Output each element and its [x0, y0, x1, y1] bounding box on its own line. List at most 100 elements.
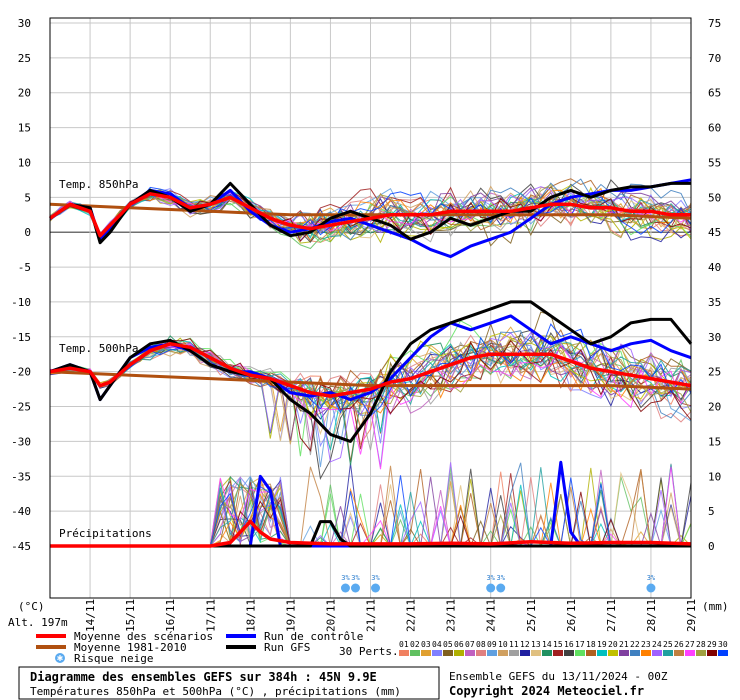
snow-risk-label: 3% [486, 574, 495, 582]
y-tick-right: 0 [708, 540, 715, 553]
x-tick: 26/11 [565, 599, 578, 632]
pert-swatch [421, 650, 431, 656]
pert-swatch [487, 650, 497, 656]
y-tick-right: 35 [708, 296, 721, 309]
y-tick-left: 5 [24, 191, 31, 204]
pert-swatch [707, 650, 717, 656]
pert-label: 07 [465, 640, 475, 649]
pert-swatch [509, 650, 519, 656]
pert-swatch [553, 650, 563, 656]
x-tick: 16/11 [164, 599, 177, 632]
y-tick-left: 20 [18, 87, 31, 100]
snow-risk-label: 3% [647, 574, 656, 582]
x-tick: 22/11 [405, 599, 418, 632]
pert-swatch [454, 650, 464, 656]
pert-label: 11 [509, 640, 519, 649]
y-tick-left: -10 [11, 296, 31, 309]
snowflake-icon [371, 583, 381, 593]
pert-label: 18 [586, 640, 596, 649]
label-precipitations: Précipitations [59, 527, 152, 540]
legend-mean: Moyenne des scénarios [74, 630, 213, 643]
y-tick-right: 55 [708, 156, 721, 169]
y-tick-left: -15 [11, 331, 31, 344]
pert-swatch [718, 650, 728, 656]
y-tick-right: 50 [708, 191, 721, 204]
y-tick-right: 45 [708, 226, 721, 239]
y-tick-right: 30 [708, 331, 721, 344]
pert-label: 10 [498, 640, 508, 649]
y-tick-right: 25 [708, 366, 721, 379]
y-tick-left: 10 [18, 156, 31, 169]
y-tick-right: 10 [708, 470, 721, 483]
series-500hPa [49, 342, 692, 398]
y-tick-left: 0 [24, 226, 31, 239]
snowflake-icon [496, 583, 506, 593]
legend-gfs: Run GFS [264, 641, 310, 654]
pert-label: 08 [476, 640, 486, 649]
altitude-label: Alt. 197m [8, 616, 68, 629]
series-850hPa [49, 202, 692, 220]
pert-swatch [586, 650, 596, 656]
legend-snow: Risque neige [74, 652, 153, 665]
pert-label: 02 [410, 640, 420, 649]
pert-swatch [674, 650, 684, 656]
y-tick-left: -5 [18, 261, 31, 274]
pert-label: 27 [685, 640, 695, 649]
series-850hPa [48, 192, 691, 238]
pert-swatch [608, 650, 618, 656]
x-tick: 18/11 [244, 599, 257, 632]
x-tick: 25/11 [525, 599, 538, 632]
x-tick: 21/11 [365, 599, 378, 632]
y-tick-left: 15 [18, 122, 31, 135]
pert-swatch [652, 650, 662, 656]
y-tick-right: 65 [708, 87, 721, 100]
ensemble-run-label: Ensemble GEFS du 13/11/2024 - 00Z [449, 670, 668, 683]
pert-swatch [399, 650, 409, 656]
pert-label: 17 [575, 640, 585, 649]
pert-label: 28 [696, 640, 706, 649]
snow-risk-label: 3% [371, 574, 380, 582]
series-precip [50, 519, 692, 548]
pert-label: 22 [630, 640, 640, 649]
title-box [18, 666, 440, 700]
pert-label: 04 [432, 640, 442, 649]
x-tick: 19/11 [284, 599, 297, 632]
x-tick: 15/11 [124, 599, 137, 632]
pert-swatch [498, 650, 508, 656]
x-tick: 20/11 [324, 599, 337, 632]
label-temp-850: Temp. 850hPa [59, 178, 138, 191]
pert-swatch [443, 650, 453, 656]
pert-label: 20 [608, 640, 618, 649]
pert-swatch [476, 650, 486, 656]
y-tick-left: -30 [11, 435, 31, 448]
pert-label: 26 [674, 640, 684, 649]
x-axis: 13/1114/1115/1116/1117/1118/1119/1120/11… [84, 599, 698, 632]
pert-label: 21 [619, 640, 629, 649]
pert-swatch [520, 650, 530, 656]
pert-label: 19 [597, 640, 607, 649]
y-tick-right: 15 [708, 435, 721, 448]
pert-label: 24 [652, 640, 662, 649]
x-tick: 23/11 [445, 599, 458, 632]
pert-swatch [542, 650, 552, 656]
x-tick: 24/11 [485, 599, 498, 632]
right-axis-unit: (mm) [702, 600, 729, 613]
pert-swatch [575, 650, 585, 656]
pert-label: 03 [421, 640, 431, 649]
pert-swatch [597, 650, 607, 656]
y-tick-right: 20 [708, 401, 721, 414]
snowflake-icon [340, 583, 350, 593]
snowflake-icon [646, 583, 656, 593]
pert-label: 13 [531, 640, 541, 649]
pert-label: 23 [641, 640, 651, 649]
svg-text:✱: ✱ [57, 654, 64, 663]
pert-swatch [531, 650, 541, 656]
y-tick-right: 5 [708, 505, 715, 518]
pert-swatch [619, 650, 629, 656]
copyright: Copyright 2024 Meteociel.fr [449, 684, 644, 698]
snow-risk-label: 3% [496, 574, 505, 582]
y-tick-left: -35 [11, 470, 31, 483]
pert-label: 05 [443, 640, 453, 649]
